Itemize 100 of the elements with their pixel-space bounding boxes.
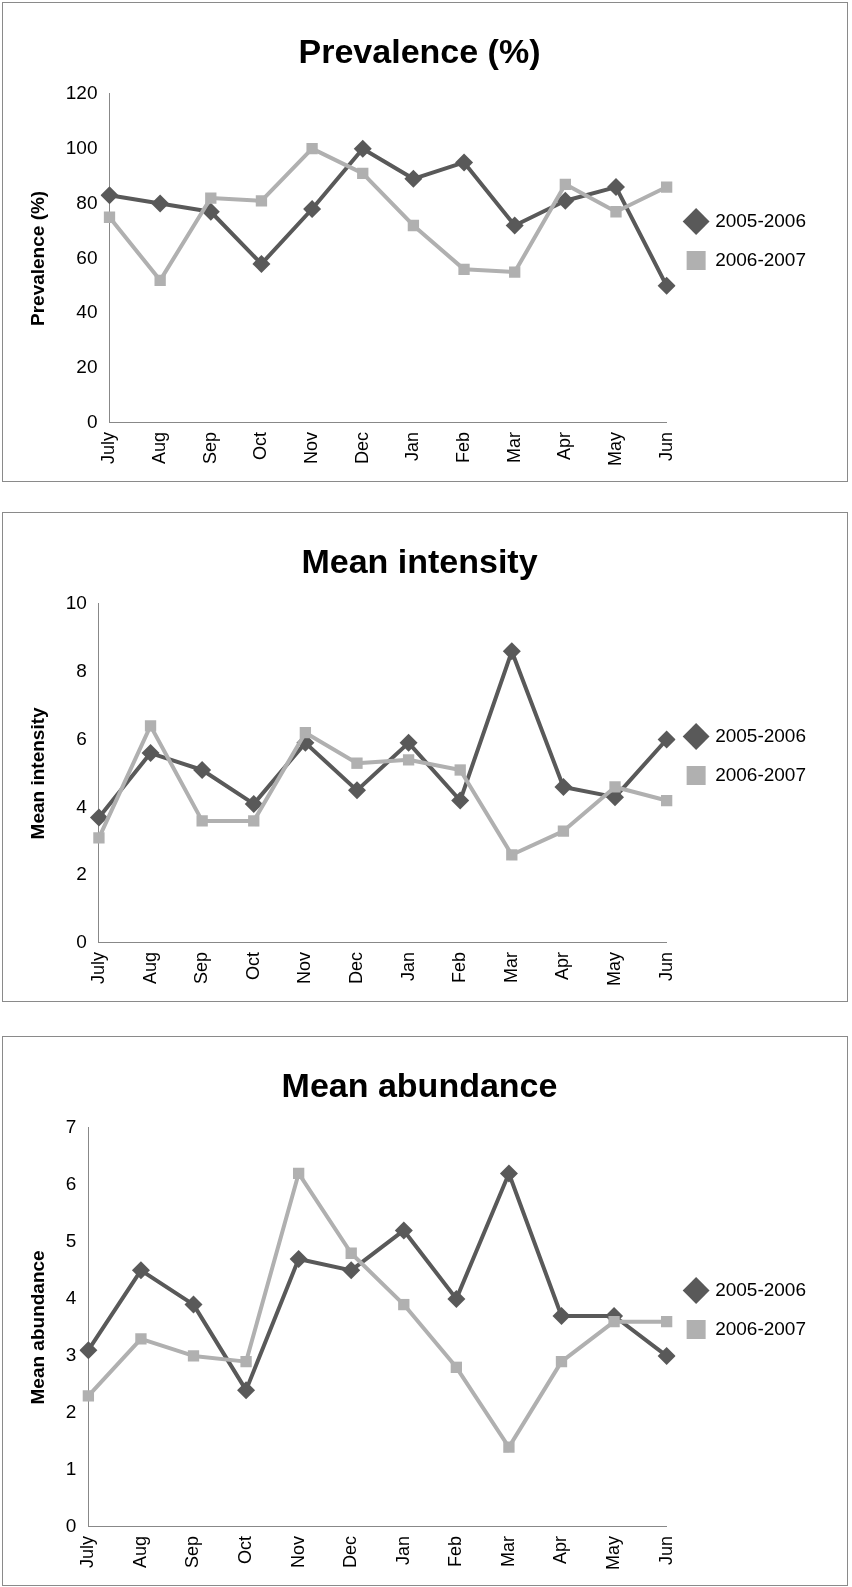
x-tick-label: Jan [392, 1536, 413, 1566]
chart-title: Mean abundance [281, 1065, 558, 1104]
point [184, 1295, 203, 1314]
x-tick-label: Apr [554, 431, 575, 461]
point [342, 1261, 361, 1280]
point [506, 849, 518, 861]
y-tick-label: 60 [76, 246, 98, 268]
x-tick-label: Feb [453, 432, 474, 464]
point [394, 1221, 413, 1240]
x-tick-label: Aug [149, 432, 170, 465]
point [144, 720, 157, 732]
x-tick-label: Jan [402, 432, 423, 462]
point [187, 1350, 200, 1362]
point [503, 1441, 515, 1453]
legend-label: 2006-2007 [715, 248, 807, 270]
y-tick-label: 6 [76, 727, 87, 749]
x-tick-label: Oct [242, 952, 263, 981]
x-tick-label: May [604, 952, 624, 987]
point [609, 781, 621, 793]
legend-label: 2005-2006 [715, 209, 807, 231]
point [458, 263, 470, 276]
point [657, 1346, 676, 1365]
point [451, 791, 470, 810]
point [557, 825, 570, 837]
x-tick-label: Nov [294, 952, 315, 985]
y-tick-label: 5 [65, 1230, 77, 1252]
x-tick-label: Oct [235, 1536, 256, 1565]
point [347, 781, 366, 800]
point [502, 642, 521, 661]
point [196, 815, 208, 827]
point [292, 1167, 305, 1180]
point [244, 794, 263, 813]
x-tick-label: Mar [500, 951, 521, 983]
y-tick-label: 0 [76, 931, 87, 953]
y-tick-label: 8 [76, 659, 87, 681]
x-tick-label: Nov [301, 432, 322, 465]
point [353, 139, 372, 158]
point [201, 202, 220, 221]
x-tick-label: July [98, 432, 119, 465]
x-tick-label: Jun [655, 432, 676, 462]
x-tick-label: Mar [497, 1535, 518, 1567]
point [610, 206, 622, 218]
point [82, 1390, 95, 1402]
point [399, 733, 418, 752]
y-tick-label: 20 [76, 356, 98, 378]
point [402, 754, 415, 766]
point [454, 764, 466, 776]
point [657, 730, 676, 749]
point [255, 195, 268, 207]
point [660, 181, 673, 193]
x-tick-label: Jan [397, 952, 418, 982]
x-tick-label: Nov [287, 1536, 308, 1569]
x-tick-label: July [87, 952, 108, 985]
point [559, 178, 571, 190]
point [345, 1247, 357, 1259]
point [151, 194, 170, 213]
point [299, 727, 312, 739]
legend-label: 2006-2007 [715, 1317, 807, 1339]
point [237, 1381, 256, 1400]
y-tick-label: 120 [65, 82, 98, 104]
y-tick-label: 100 [65, 136, 98, 158]
x-tick-label: May [603, 1536, 624, 1571]
x-tick-label: Oct [250, 432, 271, 461]
x-tick-label: Mar [503, 431, 524, 463]
point [131, 1261, 150, 1280]
y-tick-label: 7 [65, 1116, 77, 1138]
legend-label: 2005-2006 [715, 724, 807, 746]
point [135, 1333, 147, 1345]
point [100, 186, 119, 205]
y-tick-label: 0 [86, 411, 98, 433]
y-tick-label: 80 [76, 191, 98, 213]
y-axis-title: Mean intensity [26, 706, 48, 840]
x-tick-label: Apr [552, 951, 573, 981]
point [447, 1289, 466, 1308]
point [407, 219, 420, 232]
y-tick-label: 3 [65, 1344, 77, 1366]
x-tick-label: Sep [191, 952, 212, 985]
point [306, 143, 318, 155]
point [455, 153, 474, 172]
legend-label: 2006-2007 [715, 763, 807, 785]
x-tick-label: May [604, 432, 625, 467]
point [505, 216, 524, 235]
point [398, 1298, 410, 1311]
point [79, 1341, 98, 1360]
x-tick-label: Aug [139, 952, 160, 985]
point [556, 191, 575, 210]
point [657, 276, 676, 295]
y-axis-title: Mean abundance [26, 1250, 48, 1405]
point [103, 211, 116, 223]
y-tick-label: 2 [65, 1401, 77, 1423]
x-tick-label: Apr [550, 1535, 571, 1565]
point [357, 167, 369, 180]
point [240, 1355, 252, 1368]
y-tick-label: 0 [65, 1515, 77, 1537]
point [606, 178, 625, 197]
point [450, 1361, 463, 1373]
point [608, 1316, 620, 1328]
x-tick-label: Feb [445, 1536, 466, 1568]
x-tick-label: July [77, 1536, 98, 1569]
point [509, 266, 521, 278]
